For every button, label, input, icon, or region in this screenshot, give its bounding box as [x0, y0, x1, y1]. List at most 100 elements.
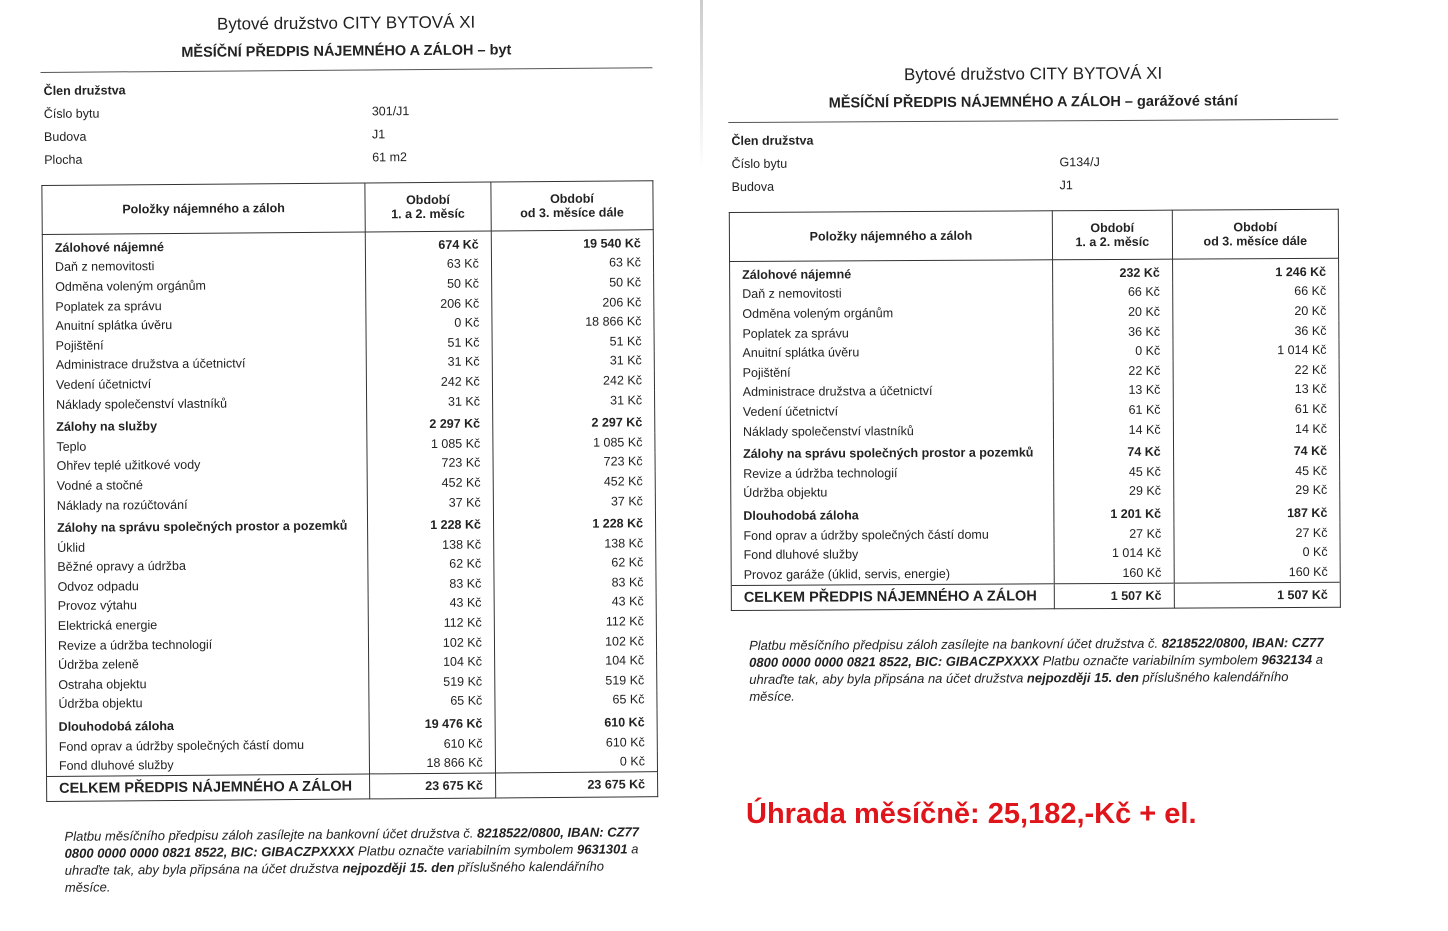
- period1-value: 0 Kč: [365, 312, 492, 334]
- period1-value: 65 Kč: [368, 691, 495, 712]
- period2-value: 0 Kč: [495, 751, 658, 773]
- item-label: Fond dluhové služby: [731, 543, 1055, 565]
- table-header: Položky nájemného a záloh Období 1. a 2. m…: [729, 209, 1339, 262]
- period1-value: 1 014 Kč: [1054, 542, 1174, 564]
- period2-value: 22 Kč: [1172, 359, 1340, 381]
- period1-value: 74 Kč: [1053, 439, 1174, 463]
- column-header-line: 1. a 2. měsíc: [391, 206, 465, 222]
- total-period1: 1 507 Kč: [1054, 582, 1175, 609]
- info-row: Plocha 61 m2: [41, 143, 653, 171]
- period1-value: 31 Kč: [366, 391, 493, 412]
- period2-value: 1 085 Kč: [492, 432, 655, 453]
- item-label: Ostraha objektu: [45, 672, 369, 695]
- period1-value: 1 228 Kč: [367, 511, 494, 536]
- item-label: Vedení účetnictví: [43, 372, 367, 395]
- info-value: G134/J: [1059, 154, 1100, 169]
- period2-value: 61 Kč: [1172, 398, 1340, 420]
- item-label: Revize a údržba technologií: [730, 462, 1054, 484]
- period1-value: 66 Kč: [1052, 282, 1173, 303]
- item-label: Dlouhodobá záloha: [46, 711, 370, 737]
- total-row: CELKEM PŘEDPIS NÁJEMNÉHO A ZÁLOH 1 507 Kč…: [731, 581, 1341, 610]
- doc-subtitle: MĚSÍČNÍ PŘEDPIS NÁJEMNÉHO A ZÁLOH – byt: [181, 42, 512, 61]
- period1-value: 1 201 Kč: [1053, 500, 1174, 525]
- table-header: Položky nájemného a záloh Období 1. a 2. m…: [41, 180, 654, 235]
- period1-value: 160 Kč: [1054, 562, 1174, 584]
- period2-value: 104 Kč: [494, 650, 657, 672]
- period1-value: 63 Kč: [365, 254, 492, 275]
- item-label: Ohřev teplé užitkové vody: [44, 453, 368, 477]
- period1-value: 519 Kč: [368, 671, 495, 693]
- item-label: Fond oprav a údržby společných částí dom…: [730, 524, 1055, 546]
- period1-value: 242 Kč: [366, 371, 493, 393]
- item-label: Odvoz odpadu: [44, 574, 369, 597]
- item-label: Zálohové nájemné: [729, 259, 1053, 285]
- column-header-line: Položky nájemného a záloh: [809, 228, 973, 244]
- period2-value: 43 Kč: [493, 591, 657, 613]
- column-header-line: Položky nájemného a záloh: [122, 201, 285, 217]
- item-label: Úklid: [44, 535, 368, 558]
- item-label: Zálohy na správu společných prostor a po…: [730, 439, 1054, 464]
- period2-value: 1 246 Kč: [1172, 258, 1339, 283]
- total-period2: 23 675 Kč: [495, 771, 658, 798]
- period2-value: 31 Kč: [492, 350, 655, 372]
- divider: [40, 67, 653, 73]
- period2-value: 27 Kč: [1173, 522, 1341, 543]
- item-label: Administrace družstva a účetnictví: [43, 353, 367, 376]
- period2-value: 36 Kč: [1172, 320, 1339, 342]
- period2-value: 62 Kč: [493, 552, 656, 574]
- item-label: Zálohy na správu společných prostor a po…: [44, 512, 368, 538]
- period2-value: 0 Kč: [1173, 542, 1341, 563]
- item-label: Údržba zeleně: [45, 652, 369, 676]
- period2-value: 610 Kč: [495, 732, 658, 753]
- instruction-segment: nejpozději 15. den: [1026, 669, 1139, 685]
- info-label: Číslo bytu: [43, 106, 100, 121]
- period1-value: 36 Kč: [1052, 321, 1173, 342]
- period1-value: 232 Kč: [1052, 259, 1173, 283]
- item-label: Elektrická energie: [45, 613, 369, 636]
- period2-value: 452 Kč: [492, 471, 656, 493]
- info-label: Plocha: [44, 152, 83, 167]
- rent-statement-apartment: Bytové družstvo CITY BYTOVÁ XI MĚSÍČNÍ PŘ…: [40, 5, 659, 896]
- monthly-payment-note: Úhrada měsíčně: 25,182,-Kč + el.: [746, 798, 1197, 830]
- info-label: Číslo bytu: [731, 156, 788, 171]
- period2-value: 45 Kč: [1173, 460, 1340, 482]
- period2-value: 610 Kč: [494, 709, 658, 734]
- item-label: Daň z nemovitosti: [729, 282, 1053, 305]
- period1-value: 112 Kč: [368, 612, 495, 634]
- info-label: Člen družstva: [731, 133, 814, 148]
- item-label: Zálohy na služby: [43, 411, 367, 437]
- period2-value: 63 Kč: [491, 252, 654, 274]
- period2-value: 18 866 Kč: [491, 311, 655, 333]
- period2-value: 50 Kč: [491, 272, 654, 294]
- instruction-segment: Platbu označte variabilním symbolem: [1038, 651, 1262, 668]
- item-label: Odměna voleným orgánům: [42, 274, 366, 297]
- total-period1: 23 675 Kč: [369, 772, 496, 799]
- item-label: Údržba objektu: [730, 481, 1054, 504]
- payment-instructions: Platbu měsíčního předpisu záloh zasílejt…: [46, 823, 659, 896]
- column-header-line: od 3. měsíce dále: [520, 205, 624, 221]
- total-period2: 1 507 Kč: [1173, 581, 1341, 608]
- instruction-segment: Platbu měsíčního předpisu záloh zasílejt…: [749, 635, 1162, 653]
- info-value: 61 m2: [372, 149, 407, 164]
- column-header: Období od 3. měsíce dále: [490, 180, 654, 231]
- period1-value: 51 Kč: [366, 332, 493, 354]
- item-label: Daň z nemovitosti: [42, 255, 366, 278]
- item-label: Poplatek za správu: [42, 294, 366, 317]
- period1-value: 20 Kč: [1052, 301, 1173, 323]
- instruction-segment: Platbu měsíčního předpisu záloh zasílejt…: [64, 825, 478, 844]
- item-label: Pojištění: [43, 333, 367, 356]
- total-label: CELKEM PŘEDPIS NÁJEMNÉHO A ZÁLOH: [46, 773, 370, 802]
- period1-value: 19 476 Kč: [369, 710, 496, 735]
- period1-value: 31 Kč: [366, 352, 493, 373]
- instruction-segment: Platbu označte variabilním symbolem: [354, 841, 578, 859]
- column-header: Období 1. a 2. měsíc: [1052, 210, 1173, 260]
- info-value: J1: [371, 126, 386, 141]
- member-info: Člen družstva Číslo bytu 301/J1 Budova J1 Plo…: [41, 74, 654, 171]
- period2-value: 31 Kč: [492, 389, 655, 411]
- period2-value: 51 Kč: [491, 331, 655, 353]
- item-label: Náklady společenství vlastníků: [43, 392, 367, 415]
- period1-value: 14 Kč: [1053, 419, 1174, 440]
- info-value: J1: [1059, 177, 1073, 192]
- period2-value: 160 Kč: [1173, 561, 1341, 583]
- period1-value: 62 Kč: [367, 553, 494, 575]
